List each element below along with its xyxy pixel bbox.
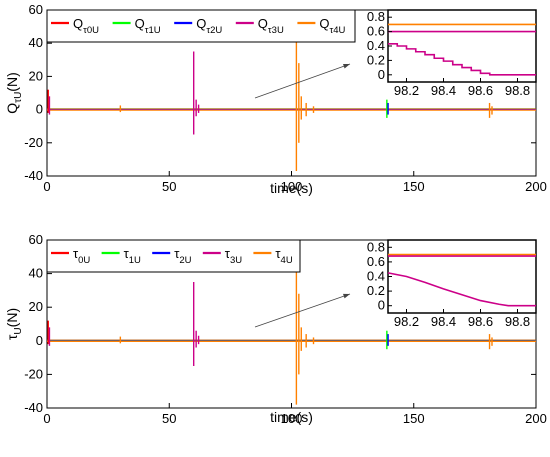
x-tick-label: 0 bbox=[43, 411, 50, 426]
inset-y-tick-label: 0.2 bbox=[367, 52, 385, 67]
y-tick-label: 0 bbox=[36, 102, 43, 117]
inset-x-tick-label: 98.4 bbox=[431, 314, 456, 329]
inset-y-tick-label: 0.4 bbox=[367, 38, 385, 53]
chart-panel-top: 0 50 100 150 200 -40 -20 0 20 40 60 time(s) QτU(N) Qτ… bbox=[4, 2, 547, 196]
x-tick-label: 150 bbox=[403, 411, 425, 426]
inset-frame bbox=[387, 239, 537, 314]
legend-label: Qτ0U bbox=[73, 16, 99, 36]
legend-label: τ4U bbox=[275, 246, 292, 266]
legend-label: τ3U bbox=[225, 246, 242, 266]
inset-y-tick-label: 0.4 bbox=[367, 269, 385, 284]
inset-y-tick-label: 0.2 bbox=[367, 283, 385, 298]
y-tick-label: -40 bbox=[24, 400, 43, 415]
y-tick-label: 40 bbox=[29, 266, 43, 281]
y-tick-label: 20 bbox=[29, 68, 43, 83]
legend-box bbox=[46, 239, 301, 273]
inset-x-tick-label: 98.8 bbox=[505, 83, 530, 98]
y-axis-label: τU(N) bbox=[4, 308, 24, 340]
inset-x-tick-label: 98.6 bbox=[468, 83, 493, 98]
zoom-arrow-line bbox=[254, 63, 351, 99]
legend-label: τ0U bbox=[73, 246, 90, 266]
x-tick-label: 100 bbox=[281, 179, 303, 194]
legend-label: Qτ2U bbox=[196, 16, 222, 36]
inset-line bbox=[387, 272, 536, 307]
y-tick-label: 60 bbox=[29, 232, 43, 247]
inset-x-tick-label: 98.4 bbox=[431, 83, 456, 98]
x-tick-label: 200 bbox=[525, 411, 547, 426]
y-tick-label: 40 bbox=[29, 35, 43, 50]
inset-y-tick-label: 0.6 bbox=[367, 24, 385, 39]
x-tick-label: 50 bbox=[162, 411, 176, 426]
legend-label: Qτ4U bbox=[319, 16, 345, 36]
y-tick-label: -40 bbox=[24, 168, 43, 183]
inset-line bbox=[388, 43, 536, 76]
x-tick-label: 150 bbox=[403, 179, 425, 194]
legend-label: Qτ3U bbox=[258, 16, 284, 36]
inset-y-tick-label: 0.8 bbox=[367, 9, 385, 24]
legend-label: Qτ1U bbox=[135, 16, 161, 36]
y-tick-label: -20 bbox=[24, 366, 43, 381]
chart-panel-bottom: 0 50 100 150 200 -40 -20 0 20 40 60 time(s) τU(N) τ0U… bbox=[4, 232, 547, 426]
x-tick-label: 200 bbox=[525, 179, 547, 194]
x-tick-label: 50 bbox=[162, 179, 176, 194]
zoom-arrow-line bbox=[254, 293, 351, 328]
zoom-arrow-head bbox=[343, 63, 350, 69]
y-tick-label: -20 bbox=[24, 135, 43, 150]
y-tick-label: 0 bbox=[36, 333, 43, 348]
inset-y-tick-label: 0 bbox=[378, 298, 385, 313]
inset-x-tick-label: 98.6 bbox=[468, 314, 493, 329]
inset-y-tick-label: 0.8 bbox=[367, 239, 385, 254]
y-axis-label: QτU(N) bbox=[4, 72, 24, 114]
inset-frame bbox=[387, 9, 537, 83]
inset-y-tick-label: 0 bbox=[378, 67, 385, 82]
x-axis-label: time(s) bbox=[270, 180, 313, 196]
inset-x-tick-label: 98.2 bbox=[394, 83, 419, 98]
legend-box bbox=[46, 9, 356, 43]
y-tick-label: 20 bbox=[29, 299, 43, 314]
zoom-arrow-head bbox=[343, 293, 350, 299]
x-axis-label: time(s) bbox=[270, 409, 313, 425]
inset-y-tick-label: 0.6 bbox=[367, 254, 385, 269]
inset-x-tick-label: 98.8 bbox=[505, 314, 530, 329]
x-tick-label: 0 bbox=[43, 179, 50, 194]
legend-label: τ2U bbox=[174, 246, 191, 266]
x-tick-label: 100 bbox=[281, 411, 303, 426]
legend-label: τ1U bbox=[124, 246, 141, 266]
inset-x-tick-label: 98.2 bbox=[394, 314, 419, 329]
y-tick-label: 60 bbox=[29, 2, 43, 17]
